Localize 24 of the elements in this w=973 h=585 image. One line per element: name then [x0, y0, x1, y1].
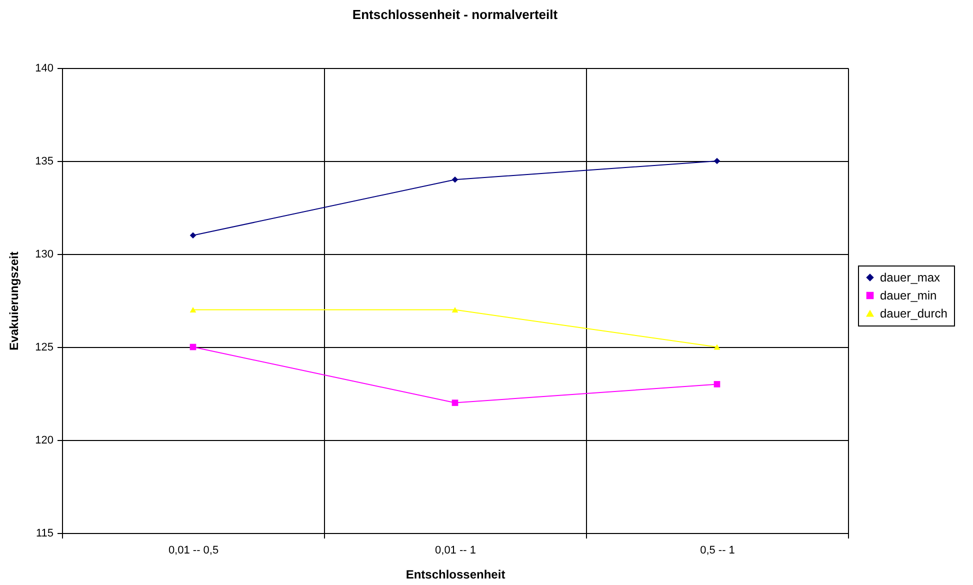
point: [714, 381, 720, 388]
y-tick-label: 135: [35, 156, 54, 168]
point: [190, 344, 196, 350]
chart-title: Entschlossenheit - normalverteilt: [352, 7, 558, 22]
point: [190, 232, 196, 239]
point: [452, 176, 458, 183]
point: [452, 307, 458, 313]
point: [714, 158, 720, 164]
legend-label: dauer_max: [880, 270, 940, 284]
y-axis-title: Evakuierungszeit: [7, 252, 22, 350]
y-tick-label: 125: [35, 342, 54, 354]
y-tick-label: 120: [35, 434, 54, 446]
y-tick-label: 140: [35, 62, 54, 74]
y-tick-label: 130: [35, 248, 54, 260]
point: [714, 344, 720, 350]
x-tick-label: 0,5 -- 1: [700, 544, 735, 556]
point: [190, 307, 196, 313]
point: [452, 400, 458, 406]
legend-label: dauer_min: [880, 288, 937, 302]
x-tick-label: 0,01 -- 0,5: [168, 544, 219, 556]
x-tick-label: 0,01 -- 1: [435, 544, 476, 556]
y-tick-label: 115: [36, 528, 54, 540]
legend-label: dauer_durch: [880, 306, 948, 320]
x-axis-title: Entschlossenheit: [406, 568, 506, 582]
